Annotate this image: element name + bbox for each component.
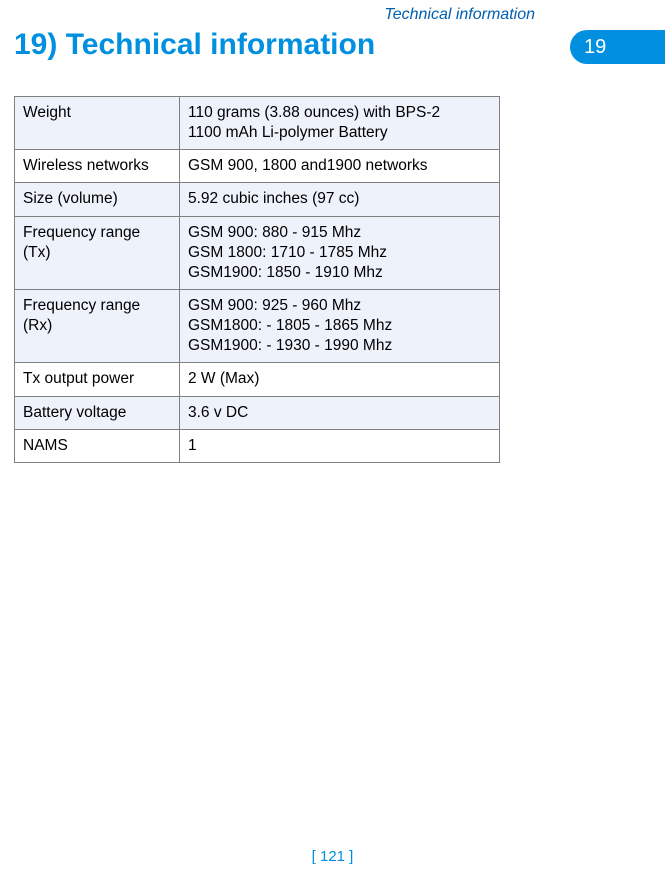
row-value: 3.6 v DC (180, 396, 500, 429)
page-title: 19) Technical information (14, 28, 375, 62)
row-label: Frequency range (Rx) (15, 289, 180, 362)
table-row: Frequency range (Rx)GSM 900: 925 - 960 M… (15, 289, 500, 362)
row-value: GSM 900: 925 - 960 MhzGSM1800: - 1805 - … (180, 289, 500, 362)
table-row: Wireless networks GSM 900, 1800 and1900 n… (15, 150, 500, 183)
row-value: GSM 900, 1800 and1900 networks (180, 150, 500, 183)
row-label: Tx output power (15, 363, 180, 396)
chapter-number: 19 (584, 36, 606, 59)
row-value-line: GSM1800: - 1805 - 1865 Mhz (188, 316, 491, 336)
row-value-line: 2 W (Max) (188, 369, 491, 389)
row-value-line: GSM 1800: 1710 - 1785 Mhz (188, 243, 491, 263)
table-row: Size (volume) 5.92 cubic inches (97 cc) (15, 183, 500, 216)
chapter-tab: 19 (570, 30, 665, 64)
row-value-line: 1 (188, 436, 491, 456)
row-label: Size (volume) (15, 183, 180, 216)
row-value: GSM 900: 880 - 915 MhzGSM 1800: 1710 - 1… (180, 216, 500, 289)
table-row: Frequency range (Tx)GSM 900: 880 - 915 M… (15, 216, 500, 289)
table-row: Tx output power 2 W (Max) (15, 363, 500, 396)
row-value-line: GSM 900: 925 - 960 Mhz (188, 296, 491, 316)
row-value-line: 1100 mAh Li-polymer Battery (188, 123, 491, 143)
table-row: Weight110 grams (3.88 ounces) with BPS-2… (15, 97, 500, 150)
row-value: 110 grams (3.88 ounces) with BPS-21100 m… (180, 97, 500, 150)
row-value-line: GSM 900: 880 - 915 Mhz (188, 223, 491, 243)
table-row: NAMS 1 (15, 429, 500, 462)
row-value-line: 5.92 cubic inches (97 cc) (188, 189, 491, 209)
spec-table: Weight110 grams (3.88 ounces) with BPS-2… (14, 96, 500, 463)
row-value-line: 3.6 v DC (188, 403, 491, 423)
row-value-line: GSM1900: 1850 - 1910 Mhz (188, 263, 491, 283)
row-label: Wireless networks (15, 150, 180, 183)
row-value: 1 (180, 429, 500, 462)
page-footer: [ 121 ] (0, 848, 665, 865)
row-label: NAMS (15, 429, 180, 462)
row-label: Battery voltage (15, 396, 180, 429)
page: Technical information 19 19) Technical i… (0, 0, 665, 879)
row-value: 5.92 cubic inches (97 cc) (180, 183, 500, 216)
row-label: Weight (15, 97, 180, 150)
header-section-label: Technical information (384, 6, 535, 24)
table-row: Battery voltage 3.6 v DC (15, 396, 500, 429)
row-value-line: 110 grams (3.88 ounces) with BPS-2 (188, 103, 491, 123)
row-value-line: GSM1900: - 1930 - 1990 Mhz (188, 336, 491, 356)
row-value: 2 W (Max) (180, 363, 500, 396)
row-label: Frequency range (Tx) (15, 216, 180, 289)
spec-table-body: Weight110 grams (3.88 ounces) with BPS-2… (15, 97, 500, 463)
row-value-line: GSM 900, 1800 and1900 networks (188, 156, 491, 176)
